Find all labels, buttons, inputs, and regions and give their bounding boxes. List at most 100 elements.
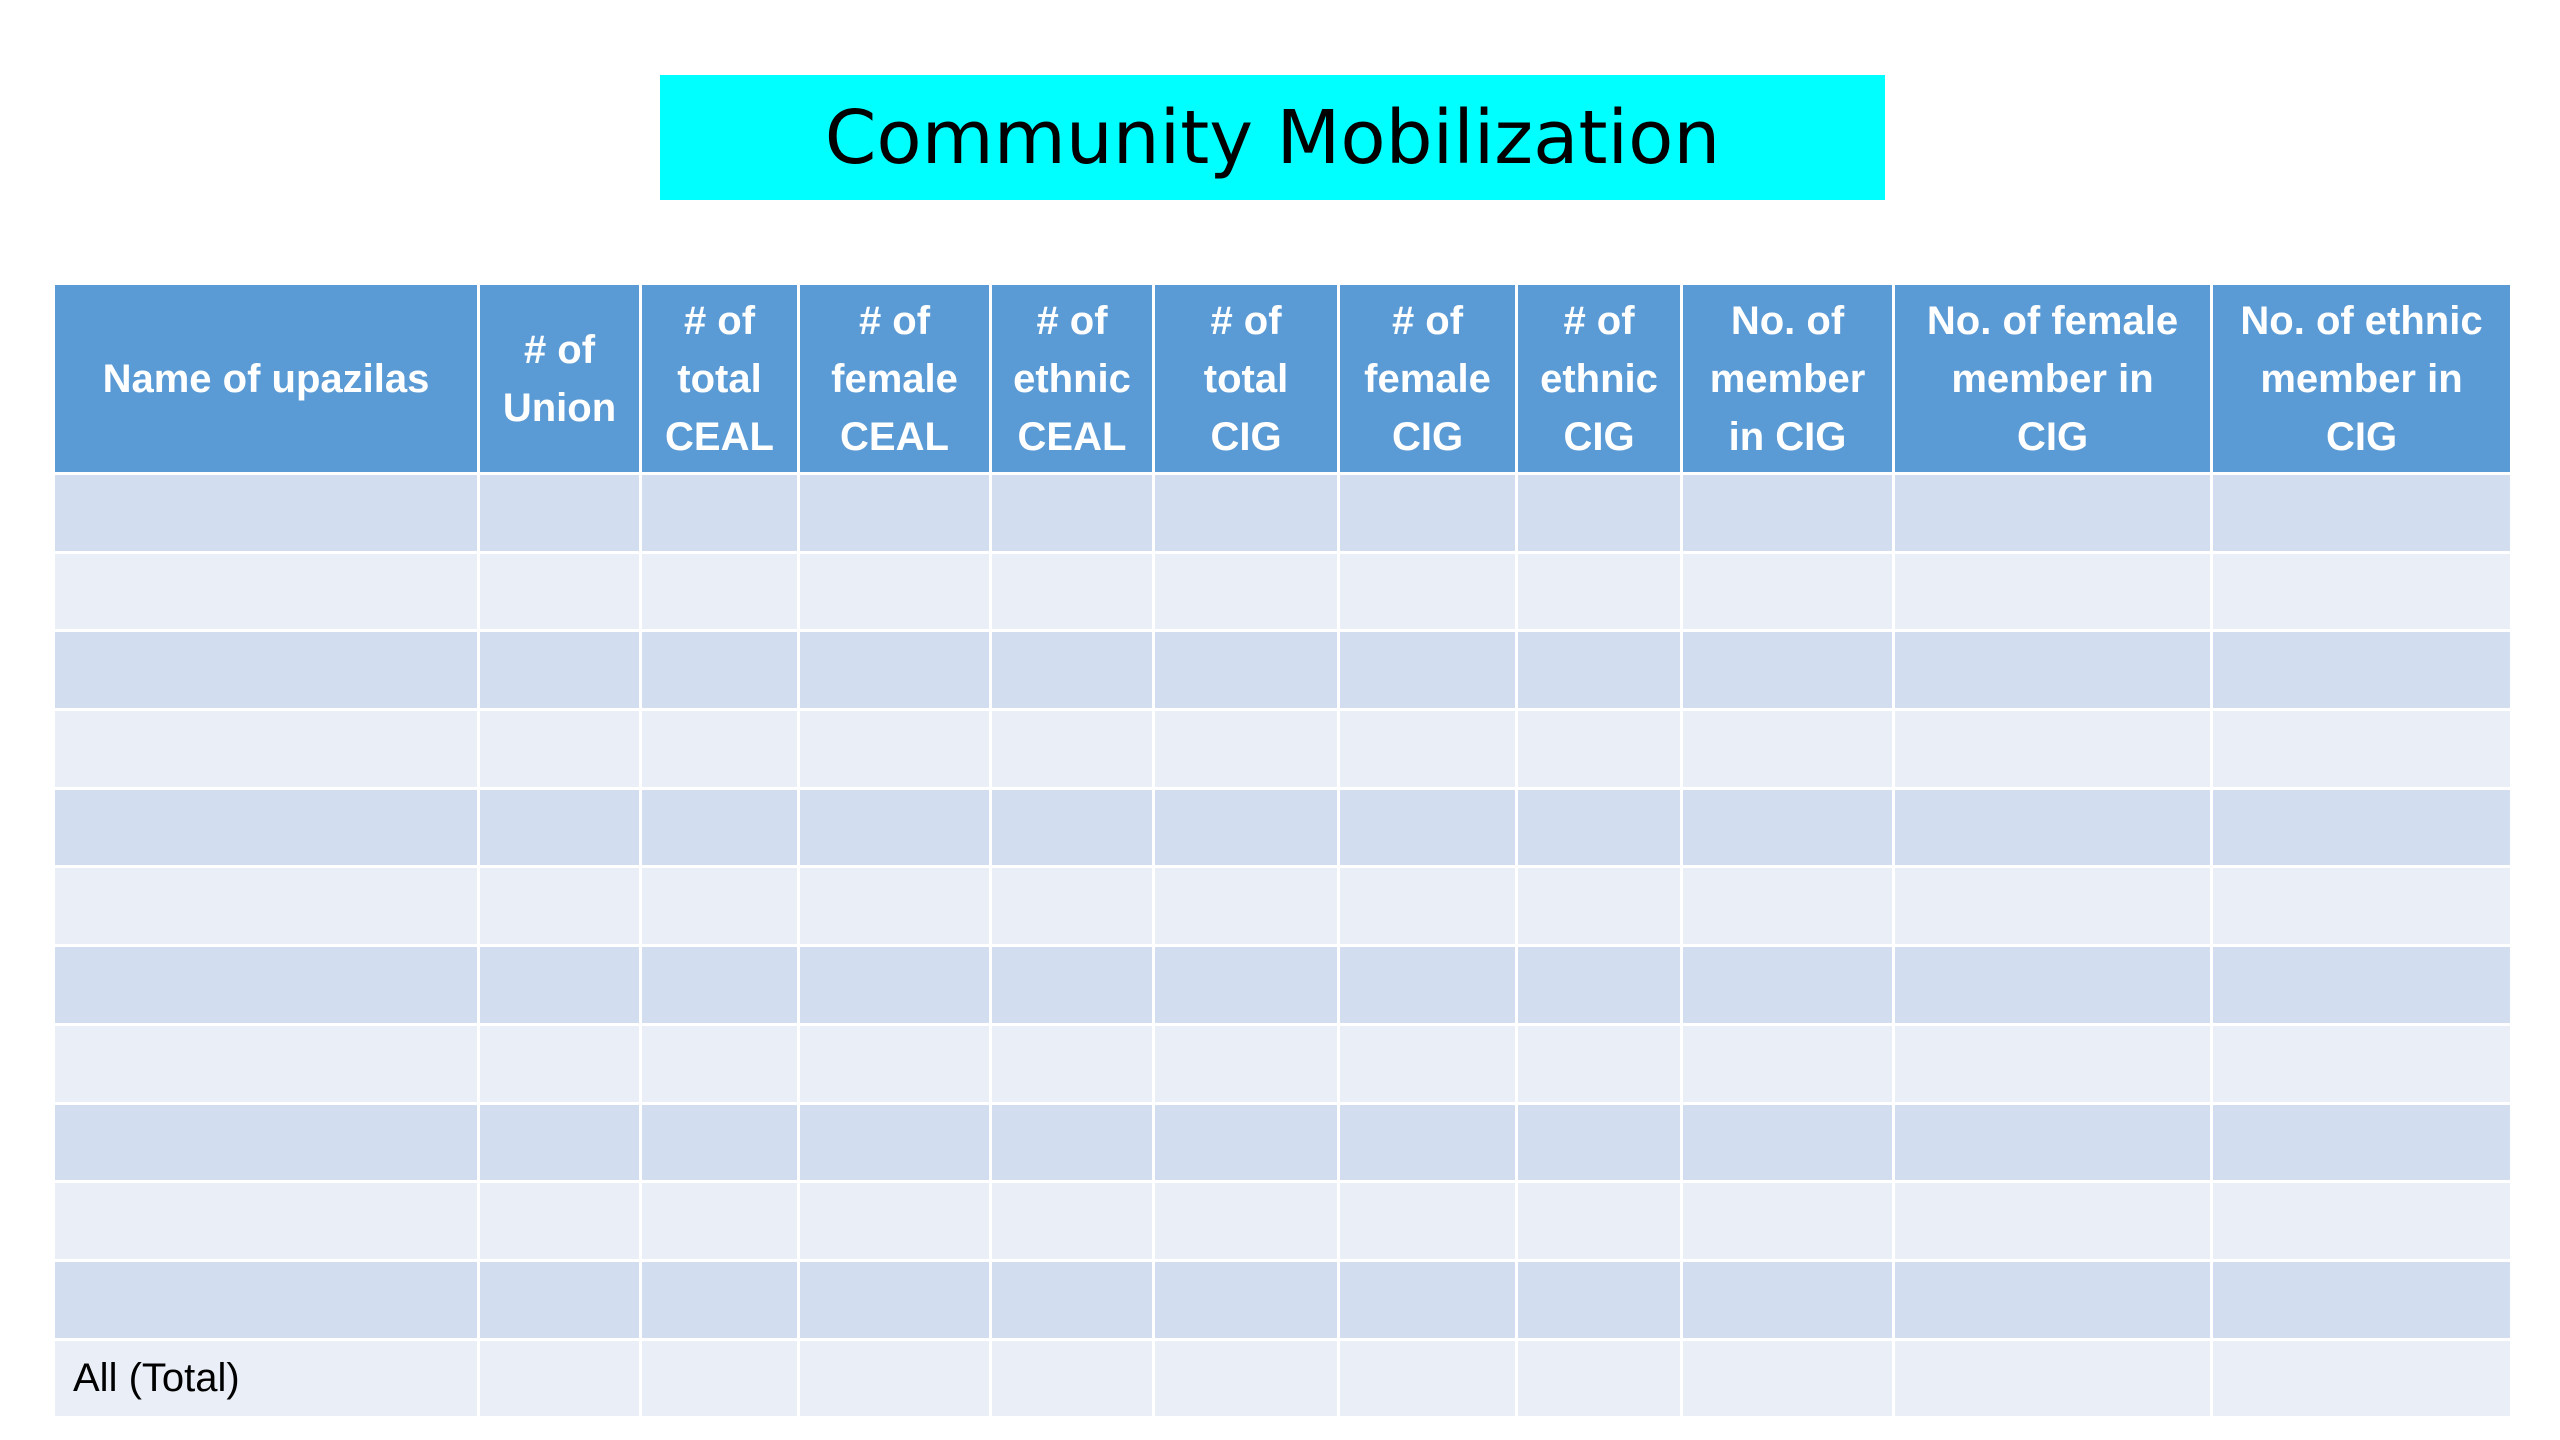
table-cell — [1892, 1337, 2213, 1420]
table-cell — [1680, 550, 1895, 633]
table-cell — [2210, 550, 2513, 633]
table-body: All (Total) — [52, 472, 2513, 1420]
col-header-upazilas: Name of upazilas — [52, 282, 480, 475]
table-cell — [477, 629, 642, 712]
table-cell — [52, 1022, 480, 1105]
table-cell — [1515, 472, 1683, 554]
table-cell — [797, 1101, 992, 1184]
total-label: All (Total) — [52, 1337, 480, 1420]
table-row — [52, 708, 2513, 790]
table-cell — [989, 1022, 1155, 1105]
table-cell — [639, 786, 800, 869]
table-cell — [1892, 1258, 2213, 1341]
table-cell — [477, 865, 642, 948]
table-row — [52, 944, 2513, 1026]
table-cell — [2210, 1180, 2513, 1262]
table-row — [52, 472, 2513, 554]
table-cell — [477, 944, 642, 1026]
table-cell — [989, 944, 1155, 1026]
table-cell — [1337, 629, 1518, 712]
table-cell — [1337, 786, 1518, 869]
table-cell — [2210, 1022, 2513, 1105]
table-cell — [1337, 944, 1518, 1026]
table-cell — [1152, 786, 1340, 869]
table-cell — [52, 865, 480, 948]
table-cell — [1152, 629, 1340, 712]
table-cell — [989, 786, 1155, 869]
table-cell — [1152, 1101, 1340, 1184]
table-cell — [1337, 472, 1518, 554]
table-cell — [639, 1180, 800, 1262]
table-cell — [477, 1180, 642, 1262]
table-cell — [797, 1337, 992, 1420]
table-cell — [477, 1258, 642, 1341]
table-cell — [52, 1258, 480, 1341]
table-cell — [1152, 708, 1340, 790]
table-row — [52, 786, 2513, 869]
table-cell — [1515, 1258, 1683, 1341]
table-cell — [477, 472, 642, 554]
table-cell — [1515, 1180, 1683, 1262]
table-cell — [639, 629, 800, 712]
table-cell — [1152, 472, 1340, 554]
table-cell — [52, 708, 480, 790]
table-cell — [639, 472, 800, 554]
table-cell — [989, 550, 1155, 633]
table-cell — [1152, 1337, 1340, 1420]
title-banner: Community Mobilization — [660, 75, 1885, 200]
col-header-female-cig: # of female CIG — [1337, 282, 1518, 475]
table-cell — [2210, 1258, 2513, 1341]
table-cell — [1892, 629, 2213, 712]
table-cell — [1515, 550, 1683, 633]
table-cell — [639, 708, 800, 790]
community-mobilization-table: Name of upazilas # of Union # of total C… — [52, 282, 2513, 1420]
table-cell — [797, 944, 992, 1026]
table-cell — [1680, 708, 1895, 790]
table-cell — [639, 1337, 800, 1420]
table-cell — [1337, 1180, 1518, 1262]
table-cell — [1515, 1101, 1683, 1184]
col-header-ethnic-member-cig: No. of ethnic member in CIG — [2210, 282, 2513, 475]
table-cell — [989, 629, 1155, 712]
header-row: Name of upazilas # of Union # of total C… — [52, 282, 2513, 475]
table-cell — [1337, 1022, 1518, 1105]
table-cell — [2210, 1337, 2513, 1420]
col-header-total-cig: # of total CIG — [1152, 282, 1340, 475]
table-row — [52, 1258, 2513, 1341]
table-cell — [2210, 708, 2513, 790]
table-cell — [1337, 1337, 1518, 1420]
table-cell — [1680, 1337, 1895, 1420]
table-cell — [2210, 1101, 2513, 1184]
col-header-union: # of Union — [477, 282, 642, 475]
table-cell — [1892, 944, 2213, 1026]
table-cell — [1892, 1180, 2213, 1262]
col-header-female-member-cig: No. of female member in CIG — [1892, 282, 2213, 475]
table-cell — [477, 1337, 642, 1420]
table-cell — [1892, 708, 2213, 790]
table-row — [52, 550, 2513, 633]
table-cell — [477, 550, 642, 633]
table-cell — [477, 1101, 642, 1184]
table-cell — [1680, 944, 1895, 1026]
table-cell — [797, 865, 992, 948]
table-row — [52, 865, 2513, 948]
table-cell — [1152, 1180, 1340, 1262]
table-cell — [52, 1180, 480, 1262]
table-cell — [52, 550, 480, 633]
table-cell — [1515, 629, 1683, 712]
table-cell — [797, 786, 992, 869]
table-row — [52, 1022, 2513, 1105]
table-cell — [1515, 1337, 1683, 1420]
table-cell — [1152, 865, 1340, 948]
table-cell — [797, 550, 992, 633]
table-cell — [797, 1180, 992, 1262]
table-cell — [1680, 1258, 1895, 1341]
table-cell — [52, 472, 480, 554]
table-cell — [639, 1101, 800, 1184]
total-row: All (Total) — [52, 1337, 2513, 1420]
table-cell — [1152, 1022, 1340, 1105]
table-cell — [639, 944, 800, 1026]
table-cell — [989, 1101, 1155, 1184]
table-row — [52, 629, 2513, 712]
